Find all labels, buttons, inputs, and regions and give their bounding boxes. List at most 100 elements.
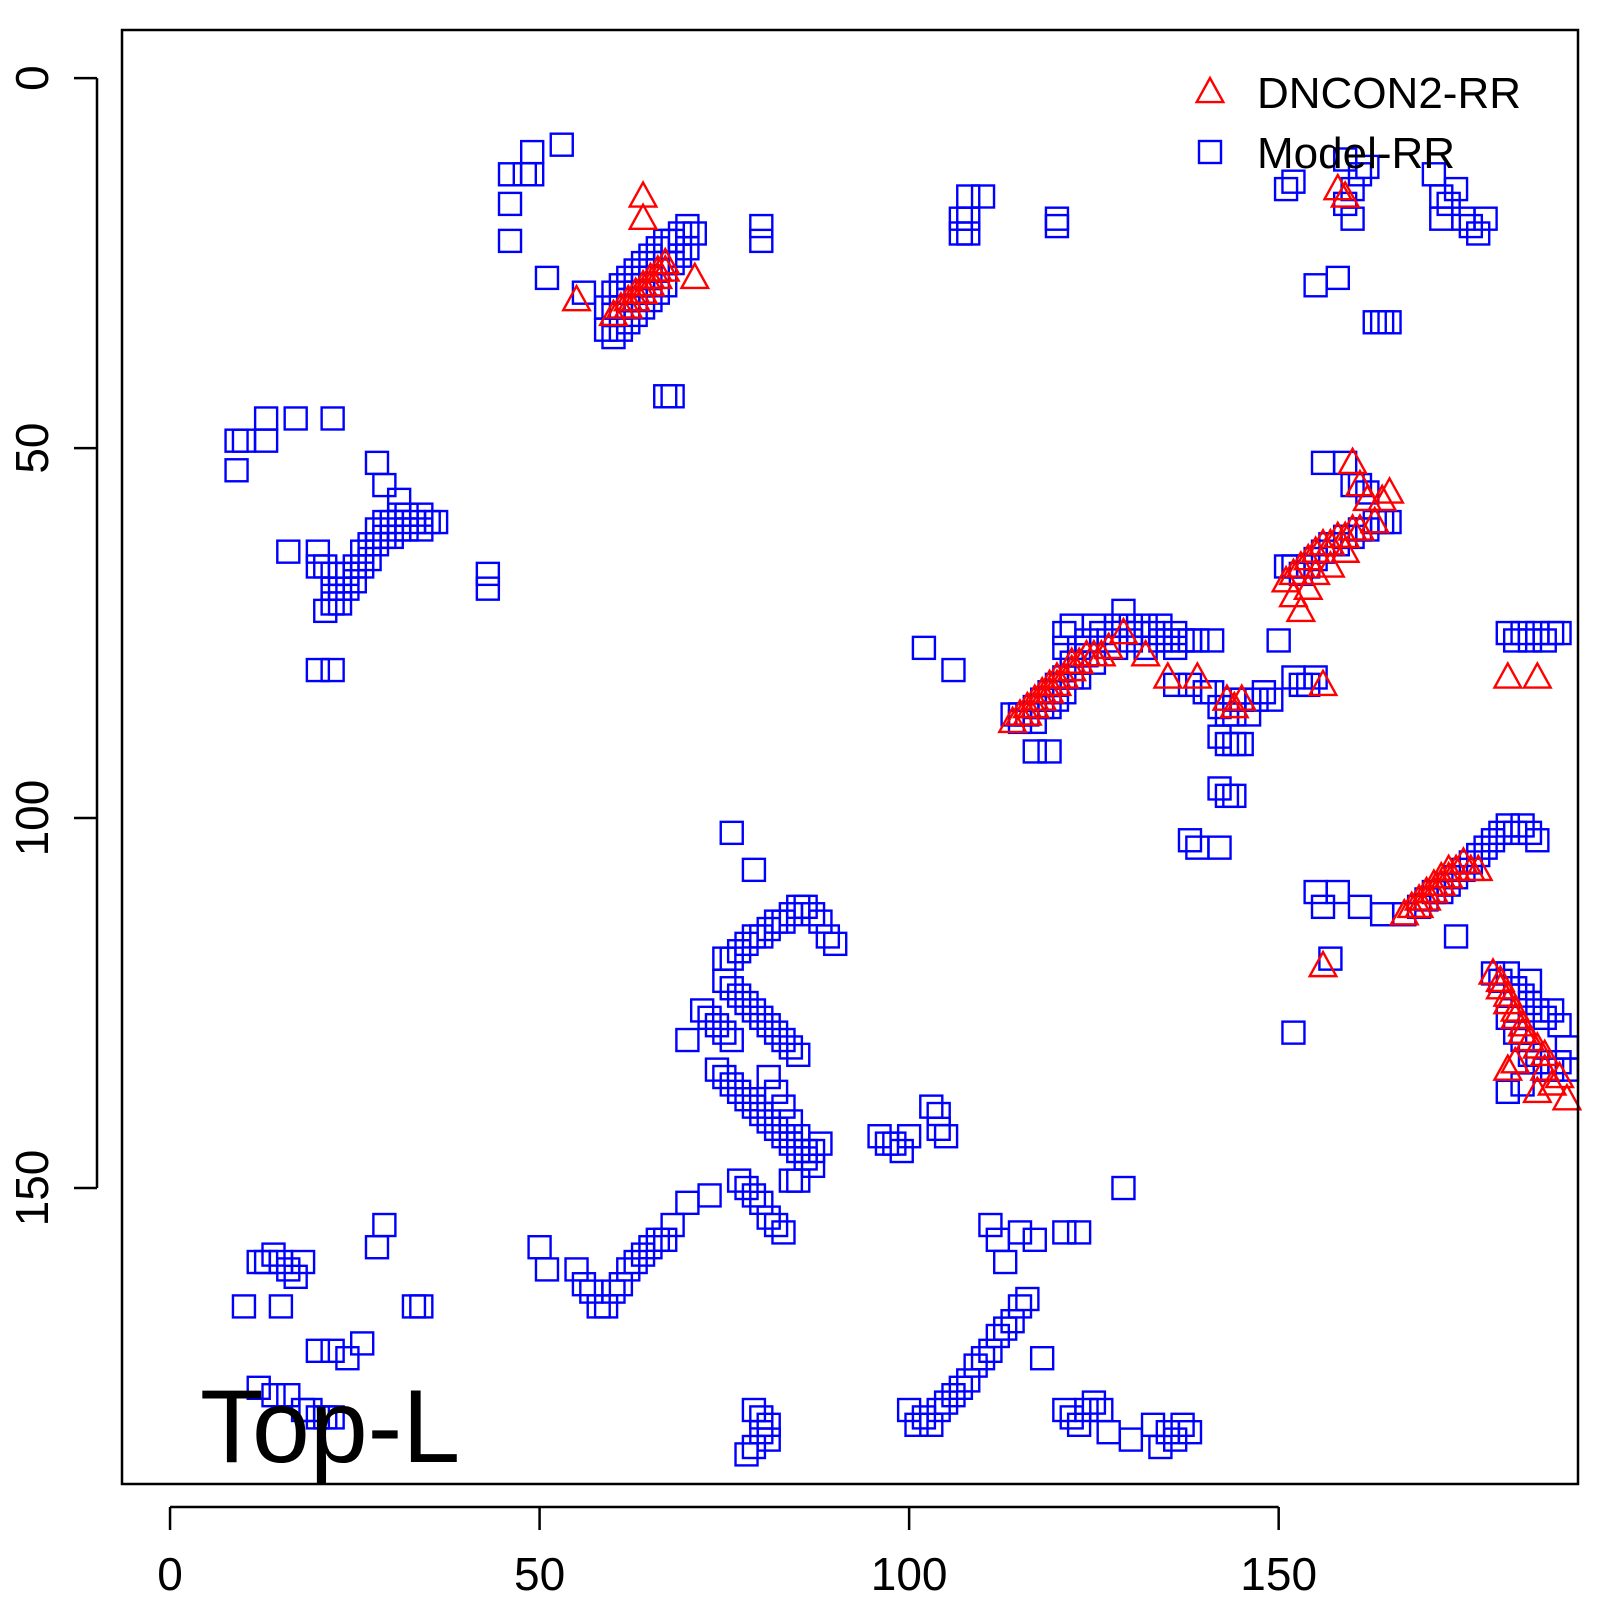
- data-point-square: [1347, 162, 1373, 187]
- data-point-triangle: [1551, 1082, 1583, 1111]
- legend-label: DNCON2-RR: [1257, 69, 1521, 118]
- data-point-square: [926, 1116, 951, 1142]
- data-point-square: [756, 1412, 781, 1438]
- data-point-square: [970, 184, 996, 209]
- data-point-triangle: [1492, 660, 1524, 689]
- data-point-square: [712, 1064, 737, 1090]
- data-point-triangle: [1019, 690, 1051, 719]
- data-point-square: [261, 1242, 286, 1267]
- data-point-square: [741, 1183, 767, 1208]
- data-point-triangle: [1049, 660, 1080, 689]
- data-point-square: [261, 1383, 286, 1408]
- data-point-square: [623, 1249, 648, 1275]
- data-point-square: [771, 1094, 796, 1119]
- data-point-square: [1207, 835, 1232, 860]
- data-point-triangle: [1300, 557, 1331, 586]
- data-point-square: [800, 1153, 826, 1179]
- data-point-triangle: [1522, 1030, 1553, 1059]
- data-point-triangle: [627, 202, 659, 230]
- data-point-triangle: [627, 276, 659, 304]
- data-point-triangle: [1403, 890, 1435, 919]
- data-point-triangle: [1012, 697, 1043, 726]
- data-point-triangle: [1026, 683, 1058, 711]
- data-point-triangle: [1536, 1067, 1568, 1096]
- series-square: [224, 132, 1580, 1467]
- data-point-triangle: [1507, 1016, 1538, 1044]
- data-point-square: [571, 1272, 597, 1297]
- data-point-square: [763, 1212, 789, 1238]
- data-point-square: [1517, 820, 1543, 846]
- data-point-square: [660, 1212, 685, 1238]
- data-point-square: [675, 1027, 700, 1053]
- data-point-triangle: [598, 298, 629, 327]
- data-point-square: [305, 539, 331, 564]
- data-point-triangle: [1307, 949, 1339, 978]
- data-point-square: [1510, 813, 1535, 838]
- data-point-triangle: [1425, 868, 1457, 896]
- data-point-square: [1111, 598, 1136, 624]
- data-point-triangle: [1337, 446, 1368, 475]
- axes: 0 50 100 150 0 50 100 150: [6, 65, 1317, 1600]
- data-point-triangle: [1278, 579, 1309, 608]
- data-point-square: [1281, 1020, 1306, 1045]
- data-point-square: [1022, 739, 1047, 764]
- data-point-square: [771, 909, 796, 934]
- data-point-square: [1525, 998, 1550, 1023]
- data-point-square: [1007, 1294, 1033, 1319]
- data-point-square: [1466, 221, 1491, 246]
- data-point-triangle: [1344, 512, 1376, 541]
- data-point-square: [1185, 628, 1210, 653]
- data-point-square: [1532, 628, 1557, 653]
- data-point-square: [224, 458, 249, 483]
- data-point-square: [734, 1087, 759, 1112]
- data-point-square: [993, 1249, 1018, 1275]
- data-point-square: [786, 1168, 811, 1193]
- data-point-square: [616, 1257, 641, 1282]
- data-point-square: [534, 1257, 560, 1282]
- data-point-square: [246, 1375, 271, 1401]
- data-point-triangle: [679, 261, 711, 290]
- data-point-triangle: [1041, 668, 1073, 697]
- data-point-square: [697, 1183, 722, 1208]
- data-point-square: [1074, 1397, 1099, 1423]
- data-point-square: [882, 1131, 907, 1156]
- data-point-triangle: [620, 283, 651, 312]
- data-point-square: [335, 561, 360, 587]
- data-point-square: [734, 990, 759, 1016]
- data-point-square: [904, 1412, 929, 1438]
- data-point-square: [726, 939, 752, 964]
- data-point-square: [601, 1279, 626, 1304]
- data-point-square: [1436, 191, 1461, 217]
- data-point-square: [653, 1227, 678, 1253]
- data-point-triangle: [1270, 564, 1302, 593]
- legend-square-icon: [1197, 139, 1223, 165]
- data-point-triangle: [1492, 986, 1524, 1015]
- data-point-square: [1377, 310, 1402, 335]
- data-point-square: [290, 1249, 316, 1275]
- data-point-square: [497, 228, 523, 254]
- data-point-triangle: [1462, 853, 1494, 882]
- data-point-square: [268, 1294, 294, 1319]
- data-point-triangle: [1085, 638, 1117, 667]
- data-point-square: [638, 1235, 663, 1260]
- data-point-square: [313, 598, 338, 624]
- series-triangle: [561, 172, 1583, 1111]
- data-point-square: [756, 1064, 781, 1090]
- data-point-triangle: [1366, 483, 1398, 512]
- data-point-triangle: [1285, 549, 1317, 578]
- data-point-square: [1259, 687, 1284, 712]
- data-point-triangle: [1093, 631, 1125, 660]
- legend: DNCON2-RR Model-RR: [1194, 69, 1521, 178]
- data-point-square: [675, 236, 700, 261]
- data-point-square: [704, 1057, 730, 1082]
- data-point-triangle: [1374, 475, 1405, 504]
- data-point-triangle: [635, 268, 666, 297]
- data-point-square: [896, 1397, 922, 1423]
- data-point-square: [808, 909, 833, 934]
- data-point-square: [283, 406, 308, 431]
- data-point-square: [1458, 213, 1484, 239]
- data-point-triangle: [1388, 897, 1420, 926]
- x-tick-label: 150: [1240, 1548, 1317, 1600]
